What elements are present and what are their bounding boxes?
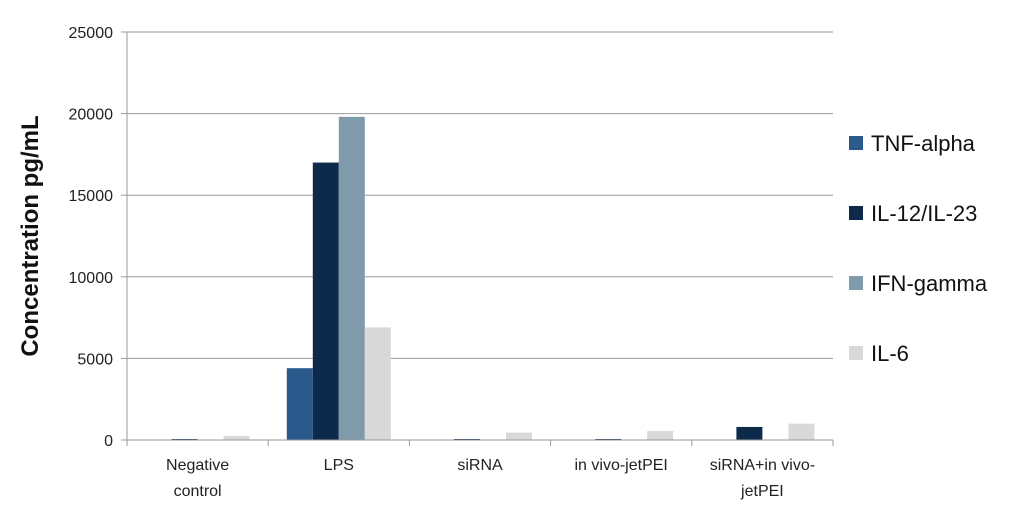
bar xyxy=(788,423,815,440)
bar xyxy=(506,432,532,440)
x-tick-label: siRNA xyxy=(457,457,503,474)
legend-label: IL-6 xyxy=(871,341,909,366)
y-tick-label: 5000 xyxy=(77,351,113,368)
y-tick-label: 10000 xyxy=(69,270,114,287)
y-tick-label: 25000 xyxy=(69,25,114,42)
y-tick-label: 20000 xyxy=(69,107,114,124)
legend: TNF-alpha IL-12/IL-23 IFN-gamma IL-6 xyxy=(849,131,988,366)
y-axis-label: Concentration pg/mL xyxy=(17,115,44,356)
bar xyxy=(223,435,250,440)
bars xyxy=(171,116,815,441)
bar xyxy=(312,162,339,440)
x-tick-labels: Negative control LPS siRNA in vivo-jetPEI siR… xyxy=(166,457,815,500)
bar xyxy=(364,327,391,440)
y-tick-label: 0 xyxy=(104,433,113,450)
bar xyxy=(736,426,763,440)
x-tick-label: LPS xyxy=(324,457,354,474)
legend-swatch xyxy=(849,206,863,220)
y-tick-labels: 0 5000 10000 15000 20000 25000 xyxy=(69,25,114,450)
legend-swatch xyxy=(849,136,863,150)
gridlines xyxy=(127,31,833,359)
legend-swatch xyxy=(849,346,863,360)
bar xyxy=(286,368,313,440)
x-tick-label: siRNA+in vivo- xyxy=(710,457,815,474)
x-tick-label: Negative xyxy=(166,457,229,474)
x-tick-label: control xyxy=(174,483,222,500)
bar xyxy=(338,116,365,440)
legend-label: IFN-gamma xyxy=(871,271,988,296)
legend-swatch xyxy=(849,276,863,290)
axes xyxy=(121,31,834,446)
legend-label: TNF-alpha xyxy=(871,131,976,156)
legend-label: IL-12/IL-23 xyxy=(871,201,977,226)
x-tick-label: in vivo-jetPEI xyxy=(575,457,668,474)
x-tick-label: jetPEI xyxy=(740,483,784,500)
bar xyxy=(647,431,674,440)
y-tick-label: 15000 xyxy=(69,188,114,205)
